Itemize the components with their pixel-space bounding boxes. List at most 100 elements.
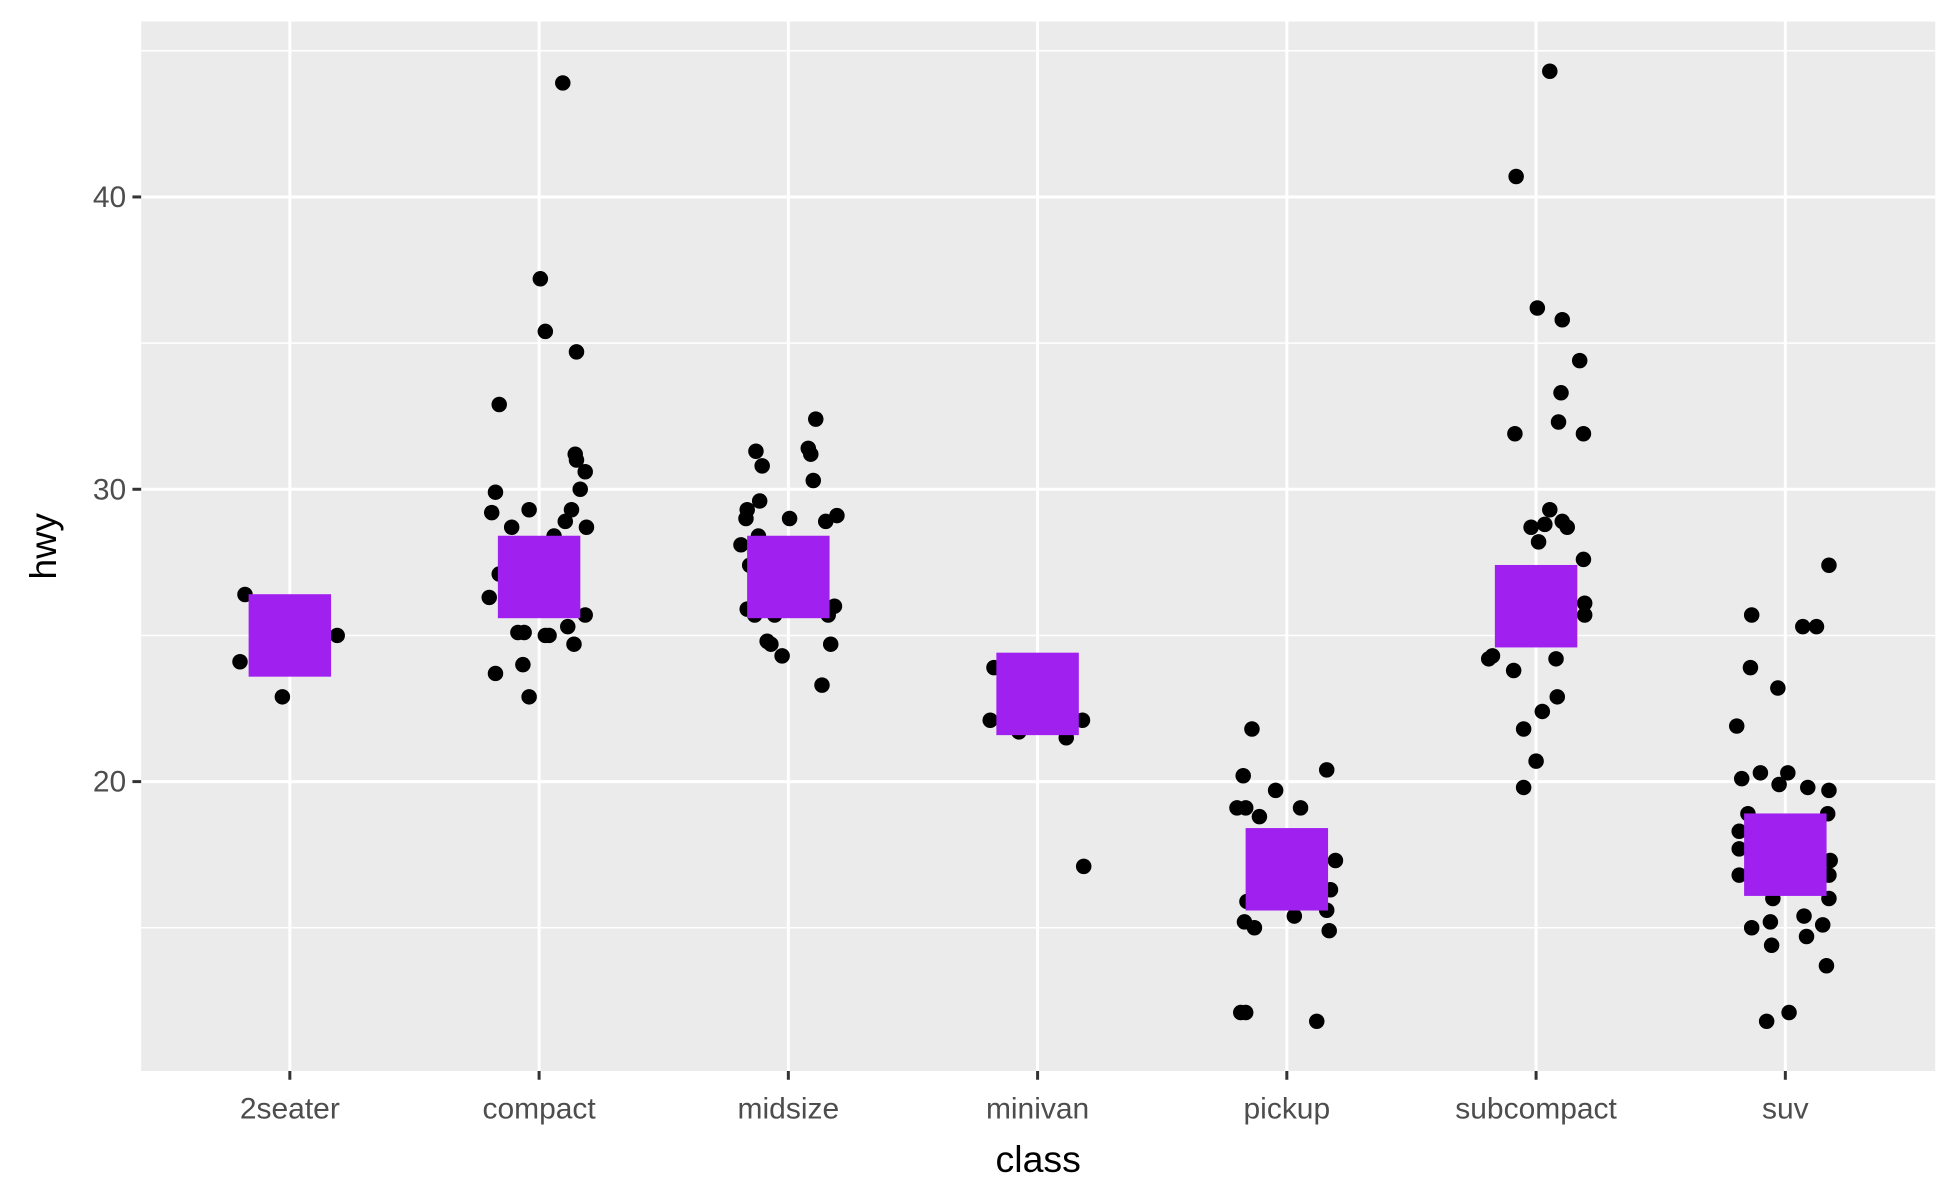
y-tick-label: 20 bbox=[93, 766, 126, 799]
data-point-compact bbox=[521, 689, 537, 705]
data-point-compact bbox=[515, 656, 531, 673]
x-tick-label-subcompact: subcompact bbox=[1455, 1092, 1617, 1125]
data-point-subcompact bbox=[1548, 651, 1564, 667]
data-point-midsize bbox=[808, 411, 824, 427]
data-point-suv bbox=[1818, 958, 1835, 974]
x-tick-label-pickup: pickup bbox=[1244, 1092, 1331, 1125]
axes: 20 30 40 2seater compact midsize minivan pickup… bbox=[93, 181, 1809, 1126]
data-point-subcompact bbox=[1554, 311, 1571, 328]
data-point-minivan bbox=[1075, 858, 1092, 875]
x-tick-label-2seater: 2seater bbox=[240, 1092, 340, 1125]
median-marker-subcompact bbox=[1494, 564, 1578, 648]
data-point-suv bbox=[1800, 779, 1816, 796]
data-point-compact bbox=[566, 636, 582, 652]
data-point-subcompact bbox=[1534, 703, 1551, 720]
data-point-subcompact bbox=[1571, 352, 1588, 369]
data-point-compact bbox=[487, 484, 504, 500]
data-point-suv bbox=[1731, 823, 1747, 840]
data-point-compact bbox=[521, 501, 537, 518]
data-point-pickup bbox=[1292, 800, 1309, 816]
data-point-suv bbox=[1808, 618, 1825, 635]
data-point-midsize bbox=[738, 510, 754, 527]
data-point-subcompact bbox=[1530, 534, 1547, 550]
x-tick-label-midsize: midsize bbox=[738, 1092, 840, 1125]
data-point-suv bbox=[1780, 765, 1796, 781]
data-point-minivan bbox=[982, 712, 998, 728]
data-point-2seater bbox=[232, 654, 248, 670]
data-point-midsize bbox=[754, 458, 770, 474]
y-tick-label: 30 bbox=[93, 473, 126, 506]
data-point-compact bbox=[487, 665, 504, 682]
data-point-pickup bbox=[1327, 852, 1344, 869]
data-point-pickup bbox=[1321, 922, 1337, 939]
data-point-pickup bbox=[1237, 1004, 1254, 1021]
median-marker-suv bbox=[1744, 813, 1827, 896]
data-point-compact bbox=[491, 396, 507, 413]
data-point-pickup bbox=[1309, 1013, 1325, 1030]
data-point-subcompact bbox=[1515, 721, 1532, 737]
data-point-compact bbox=[483, 504, 500, 521]
data-point-suv bbox=[1771, 776, 1787, 793]
data-point-compact bbox=[578, 519, 595, 536]
data-point-subcompact bbox=[1550, 414, 1567, 430]
data-point-compact bbox=[563, 501, 580, 518]
data-point-subcompact bbox=[1537, 516, 1553, 533]
data-point-subcompact bbox=[1529, 300, 1546, 316]
data-point-compact bbox=[481, 589, 497, 606]
data-point-subcompact bbox=[1507, 425, 1523, 442]
data-point-pickup bbox=[1318, 762, 1335, 778]
data-point-compact bbox=[555, 75, 571, 91]
median-marker-pickup bbox=[1245, 828, 1329, 911]
data-point-subcompact bbox=[1559, 519, 1575, 536]
data-point-midsize bbox=[803, 446, 819, 462]
median-markers bbox=[248, 535, 1827, 911]
data-point-compact bbox=[577, 463, 593, 480]
data-point-subcompact bbox=[1528, 753, 1544, 769]
data-point-midsize bbox=[751, 493, 768, 509]
data-point-subcompact bbox=[1553, 385, 1569, 401]
data-point-pickup bbox=[1286, 908, 1303, 924]
data-point-midsize bbox=[814, 677, 830, 693]
data-point-subcompact bbox=[1484, 648, 1501, 664]
x-tick-label-minivan: minivan bbox=[986, 1092, 1089, 1125]
data-point-subcompact bbox=[1542, 63, 1558, 79]
data-point-compact bbox=[568, 452, 585, 468]
data-point-suv bbox=[1770, 680, 1786, 696]
data-point-subcompact bbox=[1576, 607, 1593, 623]
data-point-subcompact bbox=[1515, 779, 1532, 796]
data-point-suv bbox=[1758, 1013, 1775, 1030]
data-point-midsize bbox=[733, 537, 749, 553]
data-point-suv bbox=[1821, 557, 1837, 574]
data-point-suv bbox=[1781, 1004, 1797, 1021]
data-point-midsize bbox=[781, 510, 798, 527]
median-marker-compact bbox=[497, 535, 581, 619]
data-point-pickup bbox=[1267, 782, 1284, 799]
data-point-compact bbox=[537, 627, 554, 644]
data-point-midsize bbox=[763, 636, 779, 652]
data-point-suv bbox=[1728, 718, 1745, 734]
data-point-pickup bbox=[1235, 768, 1251, 784]
data-point-suv bbox=[1762, 914, 1779, 930]
data-point-suv bbox=[1796, 908, 1812, 924]
data-point-compact bbox=[568, 344, 585, 360]
data-point-suv bbox=[1731, 841, 1747, 857]
data-point-subcompact bbox=[1549, 689, 1566, 705]
data-point-midsize bbox=[822, 636, 839, 652]
data-point-midsize bbox=[817, 513, 834, 530]
data-point-compact bbox=[532, 271, 549, 287]
y-axis-title: hwy bbox=[22, 513, 64, 580]
median-marker-2seater bbox=[248, 594, 332, 677]
data-point-suv bbox=[1763, 937, 1780, 954]
median-marker-minivan bbox=[996, 652, 1079, 736]
data-point-pickup bbox=[1251, 808, 1268, 825]
data-point-suv bbox=[1733, 770, 1750, 787]
data-point-subcompact bbox=[1523, 519, 1539, 536]
x-tick-label-suv: suv bbox=[1762, 1092, 1809, 1125]
median-marker-midsize bbox=[747, 535, 830, 619]
data-point-suv bbox=[1731, 867, 1747, 883]
data-point-subcompact bbox=[1575, 551, 1592, 568]
data-point-compact bbox=[516, 624, 532, 641]
data-point-subcompact bbox=[1542, 501, 1558, 518]
data-point-suv bbox=[1742, 659, 1759, 676]
data-point-compact bbox=[572, 481, 588, 498]
